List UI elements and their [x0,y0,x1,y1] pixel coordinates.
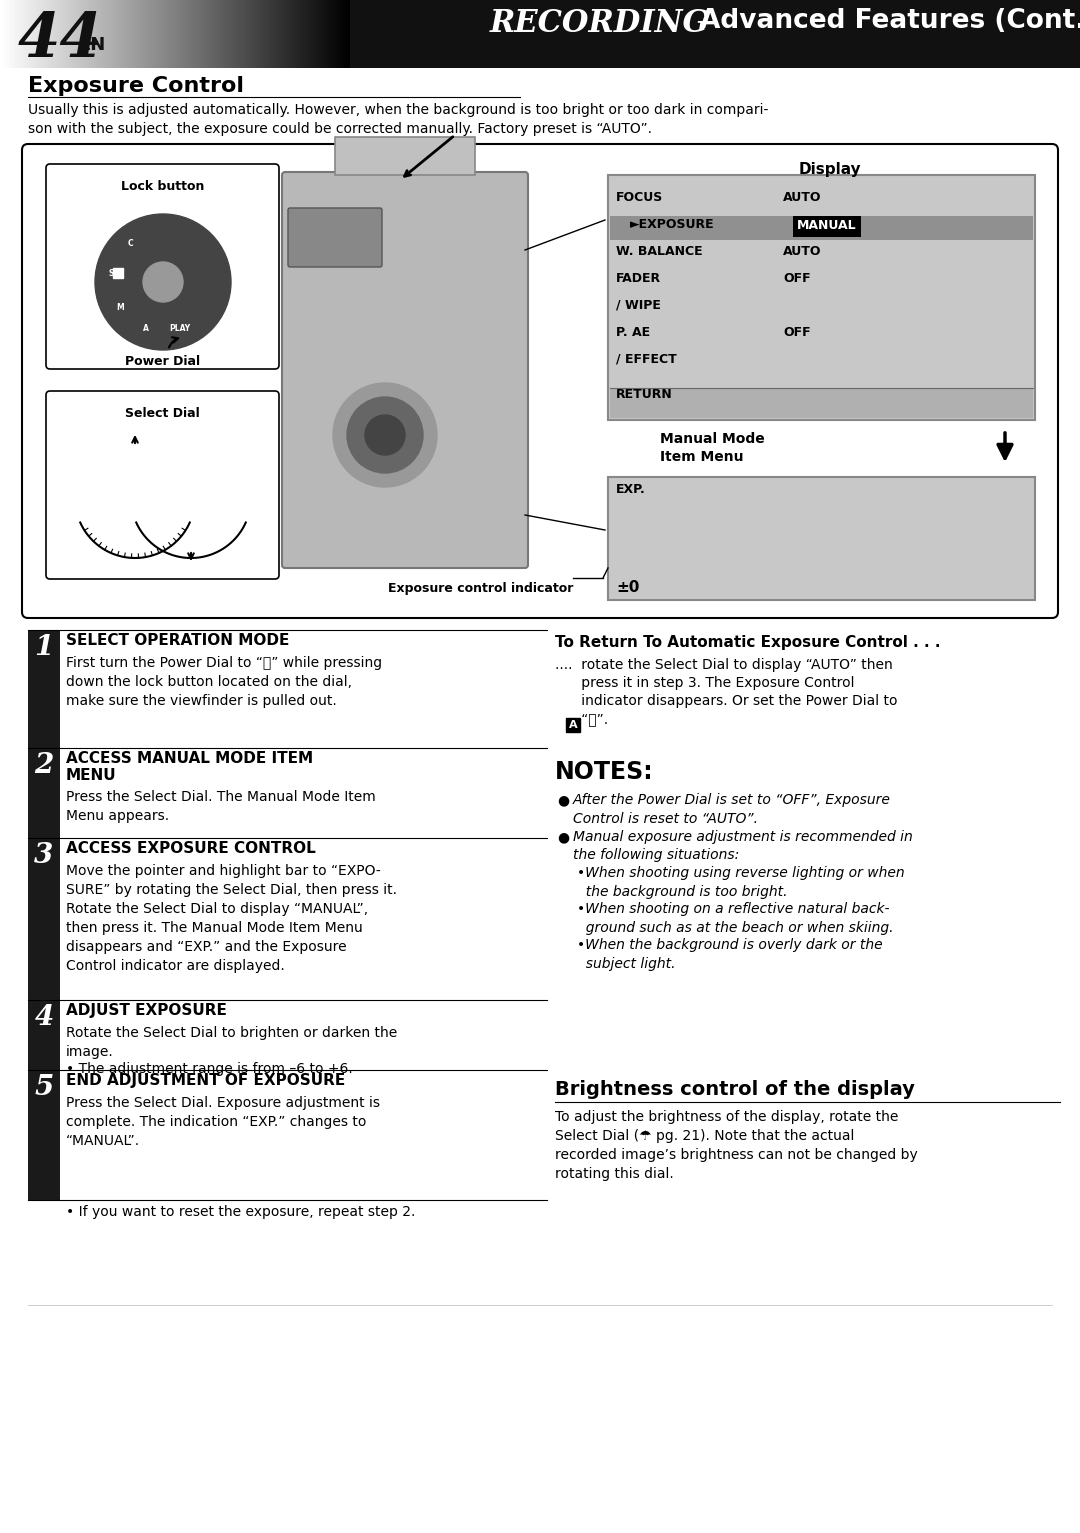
Text: ●: ● [557,793,569,806]
Circle shape [143,262,183,302]
FancyBboxPatch shape [46,391,279,579]
Text: •When shooting on a reflective natural back-
  ground such as at the beach or wh: •When shooting on a reflective natural b… [577,901,893,935]
Text: ACCESS EXPOSURE CONTROL: ACCESS EXPOSURE CONTROL [66,842,315,855]
Circle shape [333,383,437,487]
FancyBboxPatch shape [46,164,279,369]
Bar [113,268,123,277]
Bar [610,388,1032,419]
Text: To adjust the brightness of the display, rotate the
Select Dial (☂ pg. 21). Note: To adjust the brightness of the display,… [555,1110,918,1180]
Text: 3: 3 [35,842,54,869]
Text: EXP.: EXP. [616,483,646,497]
Text: ....  rotate the Select Dial to display “AUTO” then: .... rotate the Select Dial to display “… [555,658,893,671]
Text: “Ⓐ”.: “Ⓐ”. [555,711,608,727]
Text: Press the Select Dial. The Manual Mode Item
Menu appears.: Press the Select Dial. The Manual Mode I… [66,789,376,823]
Text: ACCESS MANUAL MODE ITEM
MENU: ACCESS MANUAL MODE ITEM MENU [66,751,313,783]
Text: First turn the Power Dial to “Ⓜ” while pressing
down the lock button located on : First turn the Power Dial to “Ⓜ” while p… [66,656,382,708]
Text: SELECT OPERATION MODE: SELECT OPERATION MODE [66,633,289,648]
FancyBboxPatch shape [22,144,1058,618]
Text: Power Dial: Power Dial [125,356,200,368]
Text: • If you want to reset the exposure, repeat step 2.: • If you want to reset the exposure, rep… [66,1205,416,1219]
Text: FADER: FADER [616,271,661,285]
Text: Select Dial: Select Dial [125,406,200,420]
Text: ADJUST EXPOSURE: ADJUST EXPOSURE [66,1003,227,1018]
Circle shape [365,415,405,455]
Text: Advanced Features (Cont.): Advanced Features (Cont.) [700,8,1080,34]
Bar [566,717,580,731]
Text: NOTES:: NOTES: [555,760,653,783]
Bar [28,630,60,748]
Text: Display: Display [799,162,862,176]
Bar [0,0,1080,67]
Text: P. AE: P. AE [616,327,650,339]
Bar [335,136,475,175]
Text: OFF: OFF [783,271,811,285]
Text: 5: 5 [35,1075,54,1101]
Bar [610,216,1032,241]
Text: Usually this is adjusted automatically. However, when the background is too brig: Usually this is adjusted automatically. … [28,103,768,136]
Text: C: C [129,239,134,248]
Text: •When the background is overly dark or the
  subject light.: •When the background is overly dark or t… [577,938,882,970]
Text: 1: 1 [35,635,54,661]
Bar [28,748,60,839]
Text: RETURN: RETURN [616,388,673,402]
Text: 4: 4 [35,1004,54,1032]
Text: Brightness control of the display: Brightness control of the display [555,1081,915,1099]
Text: Item Menu: Item Menu [660,451,743,464]
Text: A: A [143,325,149,334]
Text: EN: EN [78,35,105,54]
Text: PLAY: PLAY [170,325,191,334]
Text: press it in step 3. The Exposure Control: press it in step 3. The Exposure Control [555,676,854,690]
Bar [608,175,1035,420]
FancyBboxPatch shape [288,208,382,267]
Text: Exposure Control: Exposure Control [28,77,244,97]
Text: Manual exposure adjustment is recommended in: Manual exposure adjustment is recommende… [573,829,913,845]
Text: indicator disappears. Or set the Power Dial to: indicator disappears. Or set the Power D… [555,694,897,708]
Text: ●: ● [557,829,569,845]
Text: AUTO: AUTO [783,245,822,258]
Text: To Return To Automatic Exposure Control . . .: To Return To Automatic Exposure Control … [555,635,941,650]
Circle shape [347,397,423,474]
Text: RECORDING: RECORDING [490,8,720,38]
Text: Rotate the Select Dial to brighten or darken the
image.: Rotate the Select Dial to brighten or da… [66,1026,397,1059]
Text: After the Power Dial is set to “OFF”, Exposure
Control is reset to “AUTO”.: After the Power Dial is set to “OFF”, Ex… [573,793,891,826]
Text: •When shooting using reverse lighting or when
  the background is too bright.: •When shooting using reverse lighting or… [577,866,905,898]
Text: AUTO: AUTO [783,192,822,204]
Text: FOCUS: FOCUS [616,192,663,204]
Bar [793,216,861,238]
Text: / EFFECT: / EFFECT [616,353,677,366]
Bar [28,839,60,1000]
Text: W. BALANCE: W. BALANCE [616,245,703,258]
Text: Exposure control indicator: Exposure control indicator [388,583,573,595]
Text: Manual Mode: Manual Mode [660,432,765,446]
Text: 44: 44 [18,11,103,71]
Text: • The adjustment range is from –6 to +6.: • The adjustment range is from –6 to +6. [66,1062,353,1076]
Bar [28,1000,60,1070]
FancyBboxPatch shape [282,172,528,569]
Text: SS: SS [109,268,119,277]
Text: ±0: ±0 [616,579,639,595]
Text: / WIPE: / WIPE [616,299,661,313]
Text: Move the pointer and highlight bar to “EXPO-
SURE” by rotating the Select Dial, : Move the pointer and highlight bar to “E… [66,865,397,973]
Text: ►EXPOSURE: ►EXPOSURE [630,218,715,231]
Text: Lock button: Lock button [121,179,204,193]
Bar [608,477,1035,599]
Text: A: A [569,721,578,730]
Bar [28,1070,60,1200]
Text: Press the Select Dial. Exposure adjustment is
complete. The indication “EXP.” ch: Press the Select Dial. Exposure adjustme… [66,1096,380,1148]
Circle shape [95,215,231,350]
Text: OFF: OFF [783,327,811,339]
Text: the following situations:: the following situations: [573,848,739,862]
Text: END ADJUSTMENT OF EXPOSURE: END ADJUSTMENT OF EXPOSURE [66,1073,346,1088]
Text: MANUAL: MANUAL [797,219,856,231]
Text: 2: 2 [35,753,54,779]
Text: M: M [116,302,123,311]
